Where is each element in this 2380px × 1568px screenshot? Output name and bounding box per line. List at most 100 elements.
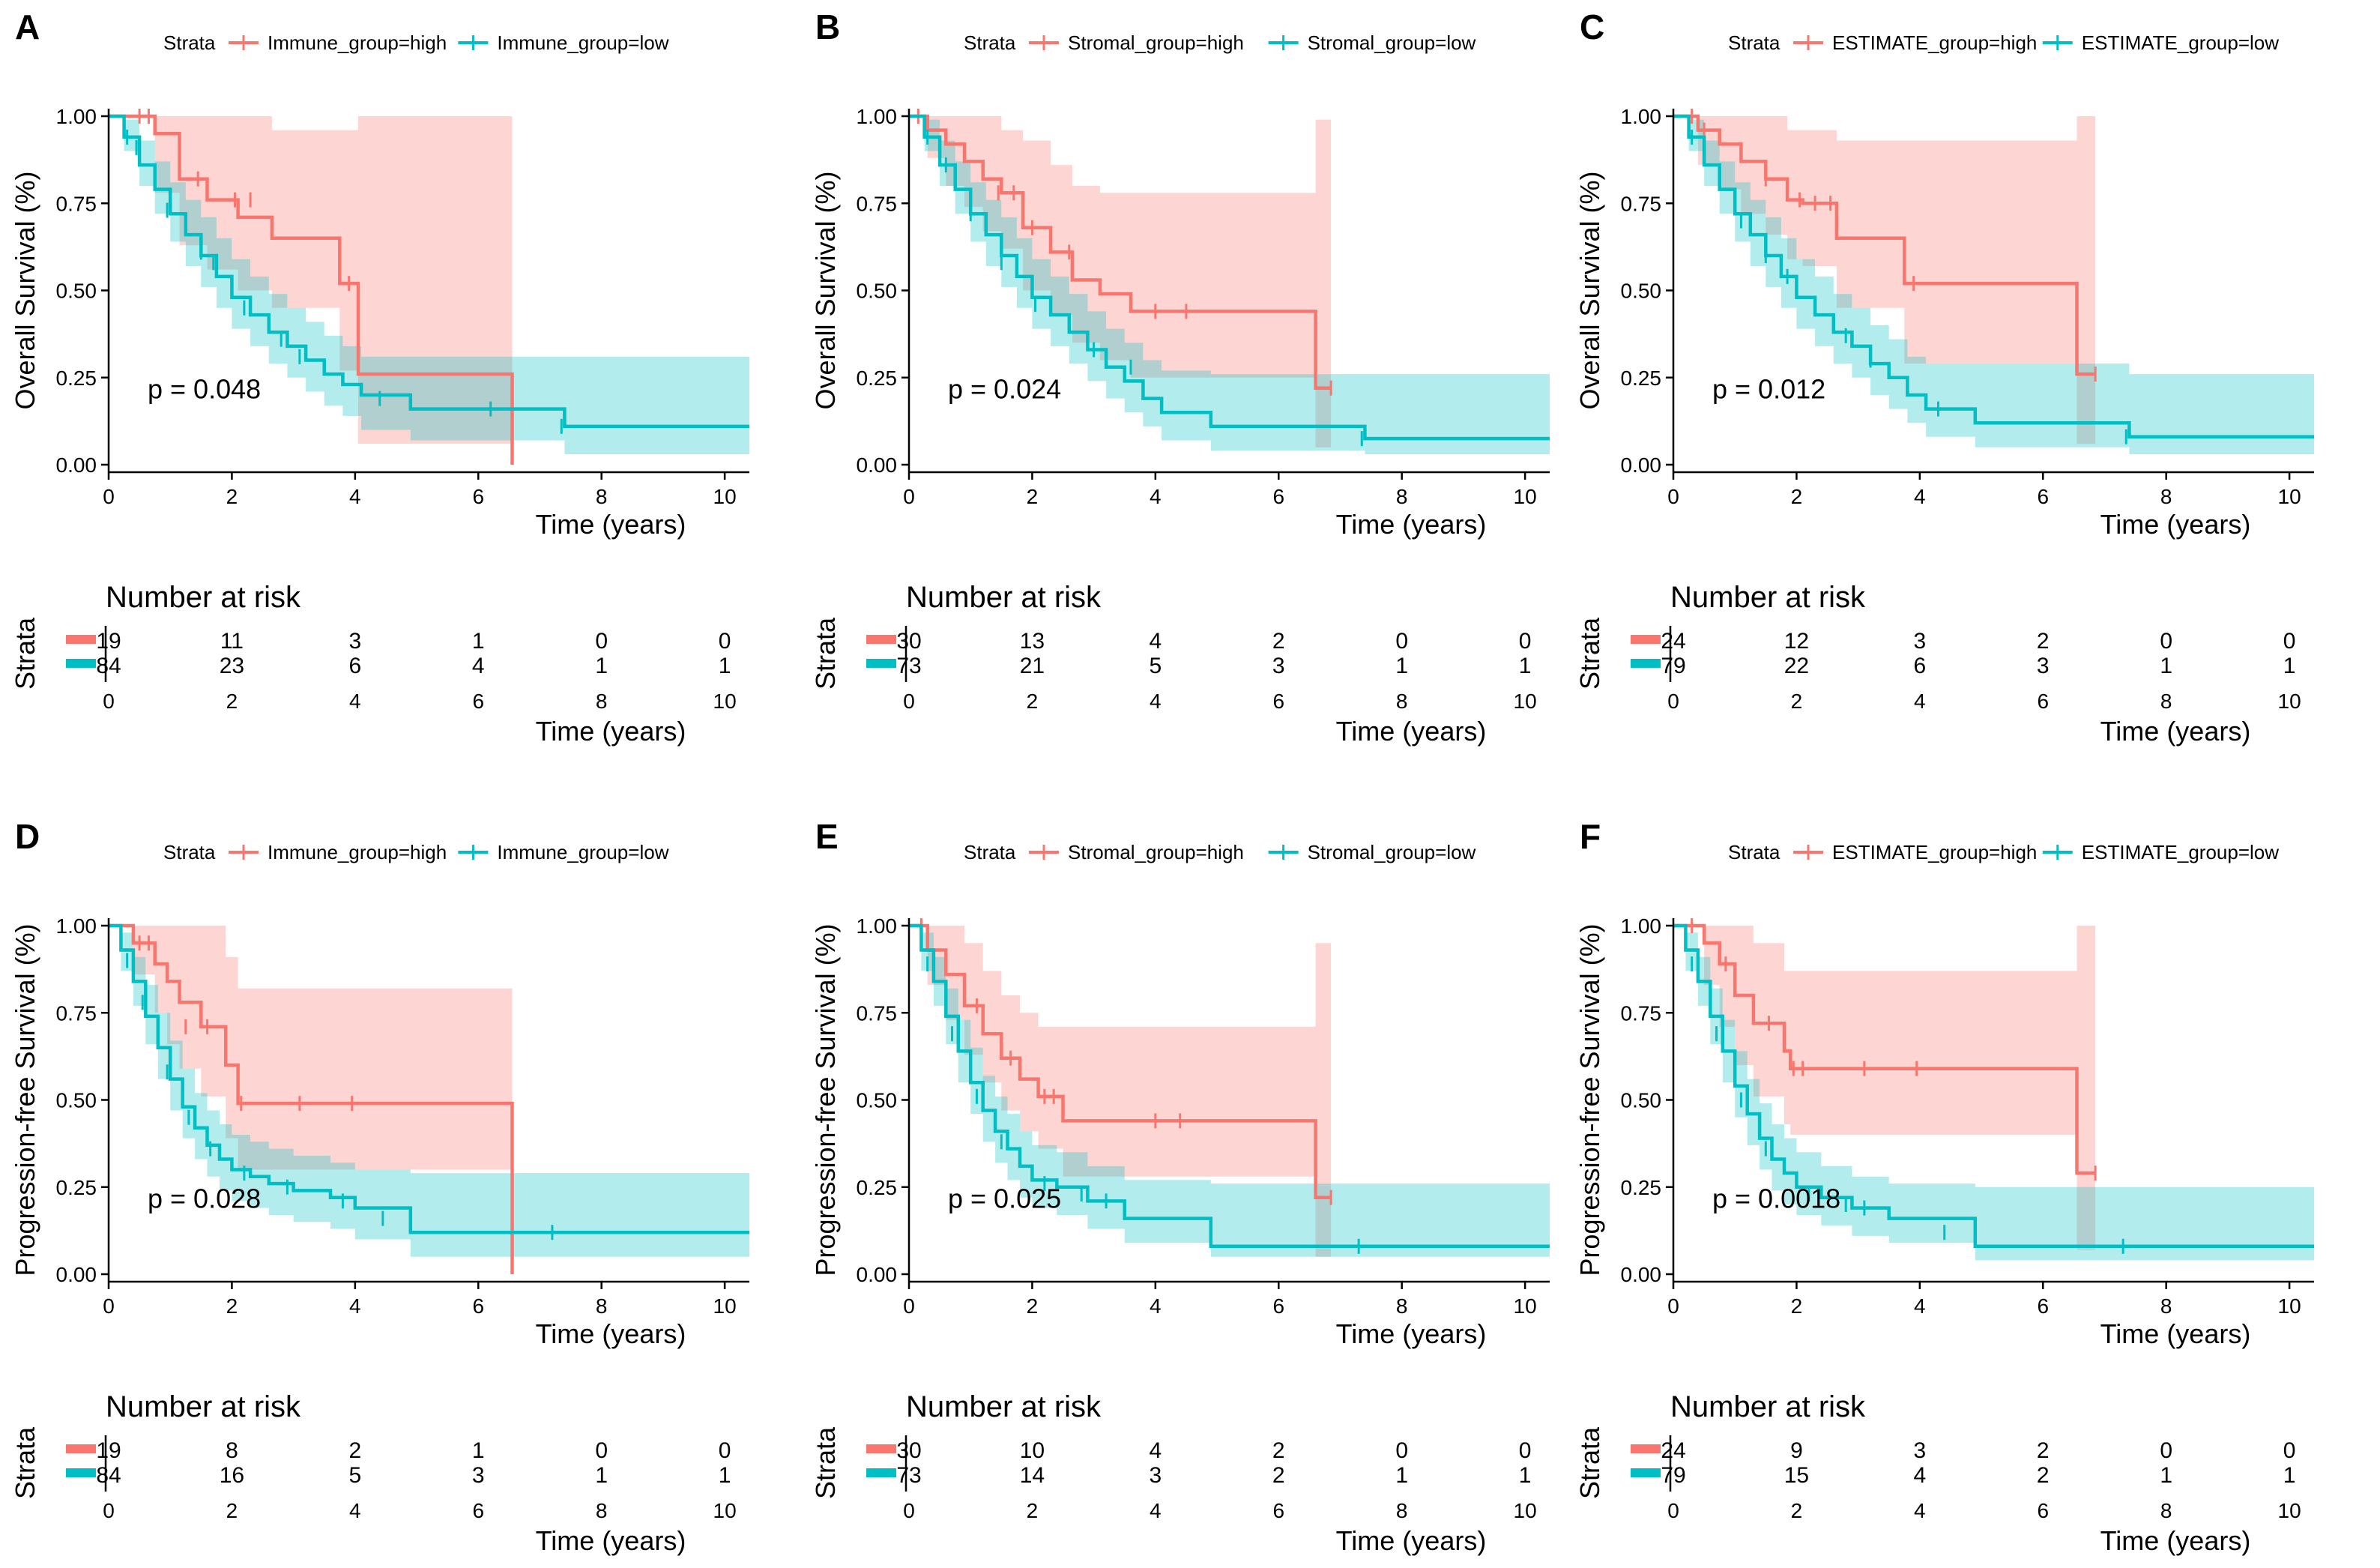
risk-x-axis-title: Time (years) <box>536 1525 686 1556</box>
ci-band-high <box>1673 926 2096 1250</box>
x-tick-label: 0 <box>1667 1294 1679 1318</box>
legend-entry-low: Immune_group=low <box>497 31 668 54</box>
x-tick-label: 10 <box>2278 1294 2301 1318</box>
risk-x-tick-label: 0 <box>103 1499 115 1522</box>
risk-table-title: Number at risk <box>906 581 1102 614</box>
risk-x-tick-label: 2 <box>1791 1499 1803 1522</box>
risk-key-high <box>1631 635 1661 644</box>
risk-x-tick-label: 4 <box>1914 690 1926 713</box>
risk-table-title: Number at risk <box>1670 1390 1866 1423</box>
panel-B: B Strata Stromal_group=high Stromal_group=l… <box>810 7 1550 747</box>
risk-strata-label: Strata <box>1574 1426 1605 1499</box>
survival-curve-low <box>109 923 749 1234</box>
y-tick-label: 1.00 <box>56 105 97 128</box>
risk-x-tick-label: 2 <box>1791 690 1803 713</box>
risk-key-high <box>1631 1444 1661 1453</box>
risk-count-low: 1 <box>1395 654 1408 678</box>
risk-count-low: 5 <box>1150 654 1162 678</box>
legend: Strata Stromal_group=high Stromal_group=lo… <box>964 841 1476 863</box>
y-tick-label: 1.00 <box>1621 914 1662 938</box>
risk-x-tick-label: 6 <box>472 1499 484 1522</box>
risk-count-low: 1 <box>2283 1463 2296 1488</box>
p-value: p = 0.012 <box>1712 374 1825 405</box>
risk-x-tick-label: 4 <box>349 690 361 713</box>
risk-count-low: 73 <box>896 654 921 678</box>
y-tick-label: 0.75 <box>857 1001 898 1025</box>
survival-curve-low <box>1673 923 2314 1249</box>
risk-count-low: 5 <box>349 1463 362 1488</box>
risk-count-low: 3 <box>1150 1463 1162 1488</box>
x-tick-label: 8 <box>2160 1294 2172 1318</box>
risk-count-low: 3 <box>2037 654 2050 678</box>
risk-x-tick-label: 0 <box>103 690 115 713</box>
x-tick-label: 4 <box>349 485 361 508</box>
risk-x-tick-label: 4 <box>349 1499 361 1522</box>
y-tick-label: 0.75 <box>857 192 898 215</box>
legend-entry-low: ESTIMATE_group=low <box>2082 841 2279 863</box>
ci-band-low <box>909 116 1550 454</box>
ci-band-high <box>1673 116 2096 444</box>
risk-x-tick-label: 2 <box>226 690 238 713</box>
x-tick-label: 0 <box>903 485 915 508</box>
risk-strata-label: Strata <box>810 617 841 690</box>
risk-key-low <box>866 659 896 668</box>
y-tick-label: 0.25 <box>1621 1176 1662 1199</box>
ci-band-high <box>909 926 1332 1257</box>
y-tick-label: 0.50 <box>1621 280 1662 303</box>
risk-count-high: 0 <box>719 629 731 654</box>
risk-count-low: 14 <box>1020 1463 1045 1488</box>
risk-strata-label: Strata <box>810 1426 841 1499</box>
y-tick-label: 0.50 <box>56 1089 97 1112</box>
x-tick-label: 8 <box>1396 485 1408 508</box>
x-tick-label: 2 <box>1791 1294 1803 1318</box>
risk-x-tick-label: 2 <box>1027 1499 1039 1522</box>
survival-curve-low <box>909 114 1550 441</box>
x-tick-label: 6 <box>1272 1294 1284 1318</box>
risk-count-high: 12 <box>1784 629 1809 654</box>
ci-band-low <box>109 926 749 1257</box>
risk-count-high: 1 <box>472 1438 485 1463</box>
risk-table-title: Number at risk <box>106 581 301 614</box>
risk-count-low: 1 <box>595 1463 608 1488</box>
y-tick-label: 1.00 <box>857 914 898 938</box>
risk-count-high: 24 <box>1661 1438 1685 1463</box>
risk-count-high: 3 <box>349 629 362 654</box>
risk-count-low: 2 <box>1272 1463 1285 1488</box>
risk-key-low <box>66 659 96 668</box>
risk-x-tick-label: 10 <box>713 690 737 713</box>
x-tick-label: 6 <box>472 1294 484 1318</box>
panel-letter-B: B <box>815 7 840 46</box>
y-tick-label: 0.50 <box>857 280 898 303</box>
risk-table-title: Number at risk <box>1670 581 1866 614</box>
x-tick-label: 10 <box>1514 485 1537 508</box>
x-tick-label: 0 <box>103 1294 115 1318</box>
x-tick-label: 0 <box>903 1294 915 1318</box>
risk-count-high: 0 <box>2160 1438 2172 1463</box>
risk-x-tick-label: 8 <box>1396 690 1408 713</box>
legend-strata-label: Strata <box>163 31 216 54</box>
x-tick-label: 10 <box>713 1294 737 1318</box>
x-axis-title: Time (years) <box>536 509 686 540</box>
risk-key-high <box>66 1444 96 1453</box>
risk-x-tick-label: 0 <box>1667 1499 1679 1522</box>
legend-entry-low: Stromal_group=low <box>1308 31 1476 54</box>
y-tick-label: 0.50 <box>1621 1089 1662 1112</box>
risk-count-low: 84 <box>96 1463 121 1488</box>
risk-count-high: 9 <box>1790 1438 1803 1463</box>
survival-curve-low <box>109 114 749 429</box>
risk-x-axis-title: Time (years) <box>1336 716 1487 747</box>
panel-A: A Strata Immune_group=high Immune_group=low… <box>10 7 749 747</box>
panel-F: F Strata ESTIMATE_group=high ESTIMATE_group… <box>1574 817 2314 1556</box>
y-tick-label: 0.75 <box>56 1001 97 1025</box>
survival-curve-high <box>1673 923 2096 1175</box>
risk-count-low: 21 <box>1020 654 1045 678</box>
risk-count-low: 1 <box>2160 1463 2172 1488</box>
legend-strata-label: Strata <box>163 841 216 863</box>
risk-count-high: 2 <box>2037 1438 2050 1463</box>
survival-curve-high <box>1673 114 2096 376</box>
risk-count-low: 73 <box>896 1463 921 1488</box>
